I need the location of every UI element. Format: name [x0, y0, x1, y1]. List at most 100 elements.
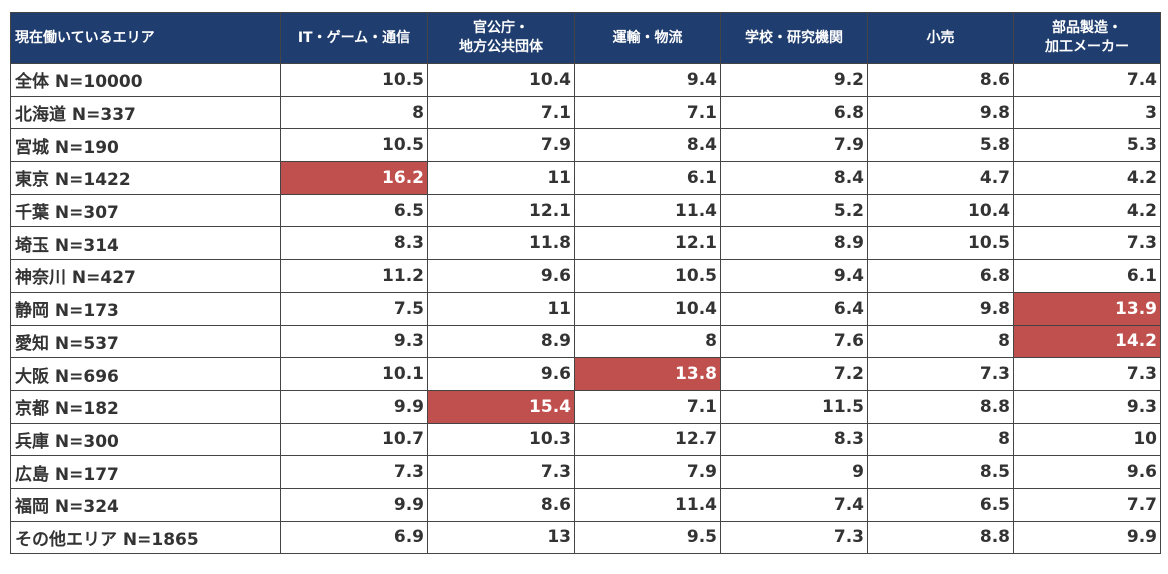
row-label: 宮城 N=190: [10, 128, 281, 163]
value-cell: 7.6: [720, 324, 868, 359]
value-cell: 8: [574, 324, 721, 359]
value-cell: 8.3: [720, 422, 868, 457]
value-cell: 6.1: [1013, 259, 1161, 293]
row-label: 静岡 N=173: [10, 291, 281, 326]
value-cell: 7.1: [574, 389, 721, 424]
data-table: 現在働いているエリア IT・ゲーム・通信 官公庁・ 地方公共団体 運輸・物流 学校・研究機…: [10, 12, 1161, 555]
value-cell: 9.8: [867, 95, 1014, 130]
value-cell: 7.7: [1013, 487, 1161, 522]
value-cell: 6.4: [720, 291, 868, 326]
value-cell: 10.4: [574, 291, 721, 326]
table-row: 埼玉 N=314 8.3 11.8 12.1 8.9 10.5 7.3: [10, 226, 1161, 261]
value-cell: 4.7: [867, 161, 1014, 195]
row-label: 東京 N=1422: [10, 161, 281, 195]
value-cell: 7.4: [720, 487, 868, 522]
value-cell: 8.3: [280, 226, 428, 261]
row-label: 千葉 N=307: [10, 193, 281, 228]
value-cell: 9.4: [720, 259, 868, 293]
header-text: 現在働いているエリア: [15, 29, 155, 46]
header-area: 現在働いているエリア: [10, 12, 281, 64]
value-cell: 7.3: [720, 520, 868, 555]
value-cell: 8.8: [867, 520, 1014, 555]
value-cell: 7.9: [574, 455, 721, 489]
value-cell: 4.2: [1013, 193, 1161, 228]
value-cell: 11.8: [427, 226, 575, 261]
value-cell: 7.3: [280, 455, 428, 489]
header-industry-3: 運輸・物流: [574, 12, 721, 64]
value-cell: 11.4: [574, 193, 721, 228]
value-cell: 9.5: [574, 520, 721, 555]
value-cell: 8.4: [720, 161, 868, 195]
row-label: 北海道 N=337: [10, 95, 281, 130]
value-cell: 12.7: [574, 422, 721, 457]
value-cell: 5.8: [867, 128, 1014, 163]
row-label: 京都 N=182: [10, 389, 281, 424]
row-label: 広島 N=177: [10, 455, 281, 489]
row-label: その他エリア N=1865: [10, 520, 281, 555]
value-cell: 8.8: [867, 389, 1014, 424]
highlighted-cell: 13.8: [574, 357, 721, 391]
value-cell: 6.5: [867, 487, 1014, 522]
value-cell: 10.5: [280, 63, 428, 97]
value-cell: 11: [427, 291, 575, 326]
value-cell: 12.1: [574, 226, 721, 261]
row-label: 愛知 N=537: [10, 324, 281, 359]
value-cell: 7.4: [1013, 63, 1161, 97]
header-industry-6: 部品製造・ 加工メーカー: [1013, 12, 1161, 64]
table-row: その他エリア N=1865 6.9 13 9.5 7.3 8.8 9.9: [10, 520, 1161, 555]
row-label: 大阪 N=696: [10, 357, 281, 391]
value-cell: 6.8: [720, 95, 868, 130]
header-industry-4: 学校・研究機関: [720, 12, 868, 64]
table-row: 京都 N=182 9.9 15.4 7.1 11.5 8.8 9.3: [10, 389, 1161, 424]
value-cell: 8.4: [574, 128, 721, 163]
value-cell: 6.9: [280, 520, 428, 555]
value-cell: 7.3: [1013, 226, 1161, 261]
value-cell: 7.3: [1013, 357, 1161, 391]
value-cell: 8: [280, 95, 428, 130]
value-cell: 8.5: [867, 455, 1014, 489]
value-cell: 8.9: [427, 324, 575, 359]
value-cell: 8: [867, 324, 1014, 359]
highlighted-cell: 15.4: [427, 389, 575, 424]
value-cell: 7.1: [427, 95, 575, 130]
row-label: 全体 N=10000: [10, 63, 281, 97]
table-row: 全体 N=10000 10.5 10.4 9.4 9.2 8.6 7.4: [10, 63, 1161, 97]
header-text: 運輸・物流: [612, 29, 683, 46]
value-cell: 10.5: [867, 226, 1014, 261]
value-cell: 6.8: [867, 259, 1014, 293]
value-cell: 7.5: [280, 291, 428, 326]
value-cell: 7.3: [867, 357, 1014, 391]
value-cell: 11.2: [280, 259, 428, 293]
value-cell: 9.9: [280, 389, 428, 424]
value-cell: 9.3: [1013, 389, 1161, 424]
table-row: 宮城 N=190 10.5 7.9 8.4 7.9 5.8 5.3: [10, 128, 1161, 163]
value-cell: 9.9: [280, 487, 428, 522]
value-cell: 10.5: [574, 259, 721, 293]
table-row: 兵庫 N=300 10.7 10.3 12.7 8.3 8 10: [10, 422, 1161, 457]
value-cell: 5.3: [1013, 128, 1161, 163]
value-cell: 9.6: [427, 357, 575, 391]
header-industry-5: 小売: [867, 12, 1014, 64]
row-label: 福岡 N=324: [10, 487, 281, 522]
highlighted-cell: 16.2: [280, 161, 428, 195]
table-row: 広島 N=177 7.3 7.3 7.9 9 8.5 9.6: [10, 455, 1161, 489]
value-cell: 6.5: [280, 193, 428, 228]
value-cell: 13: [427, 520, 575, 555]
value-cell: 11.4: [574, 487, 721, 522]
table-row: 静岡 N=173 7.5 11 10.4 6.4 9.8 13.9: [10, 291, 1161, 326]
value-cell: 4.2: [1013, 161, 1161, 195]
value-cell: 8.6: [867, 63, 1014, 97]
row-label: 兵庫 N=300: [10, 422, 281, 457]
highlighted-cell: 14.2: [1013, 324, 1161, 359]
value-cell: 8.9: [720, 226, 868, 261]
table-container: 現在働いているエリア IT・ゲーム・通信 官公庁・ 地方公共団体 運輸・物流 学校・研究機…: [10, 12, 1161, 555]
value-cell: 10.4: [427, 63, 575, 97]
value-cell: 9: [720, 455, 868, 489]
value-cell: 9.8: [867, 291, 1014, 326]
value-cell: 7.1: [574, 95, 721, 130]
value-cell: 11: [427, 161, 575, 195]
header-row: 現在働いているエリア IT・ゲーム・通信 官公庁・ 地方公共団体 運輸・物流 学校・研究機…: [10, 12, 1161, 64]
header-text: 加工メーカー: [1045, 39, 1129, 55]
value-cell: 9.9: [1013, 520, 1161, 555]
value-cell: 10.5: [280, 128, 428, 163]
